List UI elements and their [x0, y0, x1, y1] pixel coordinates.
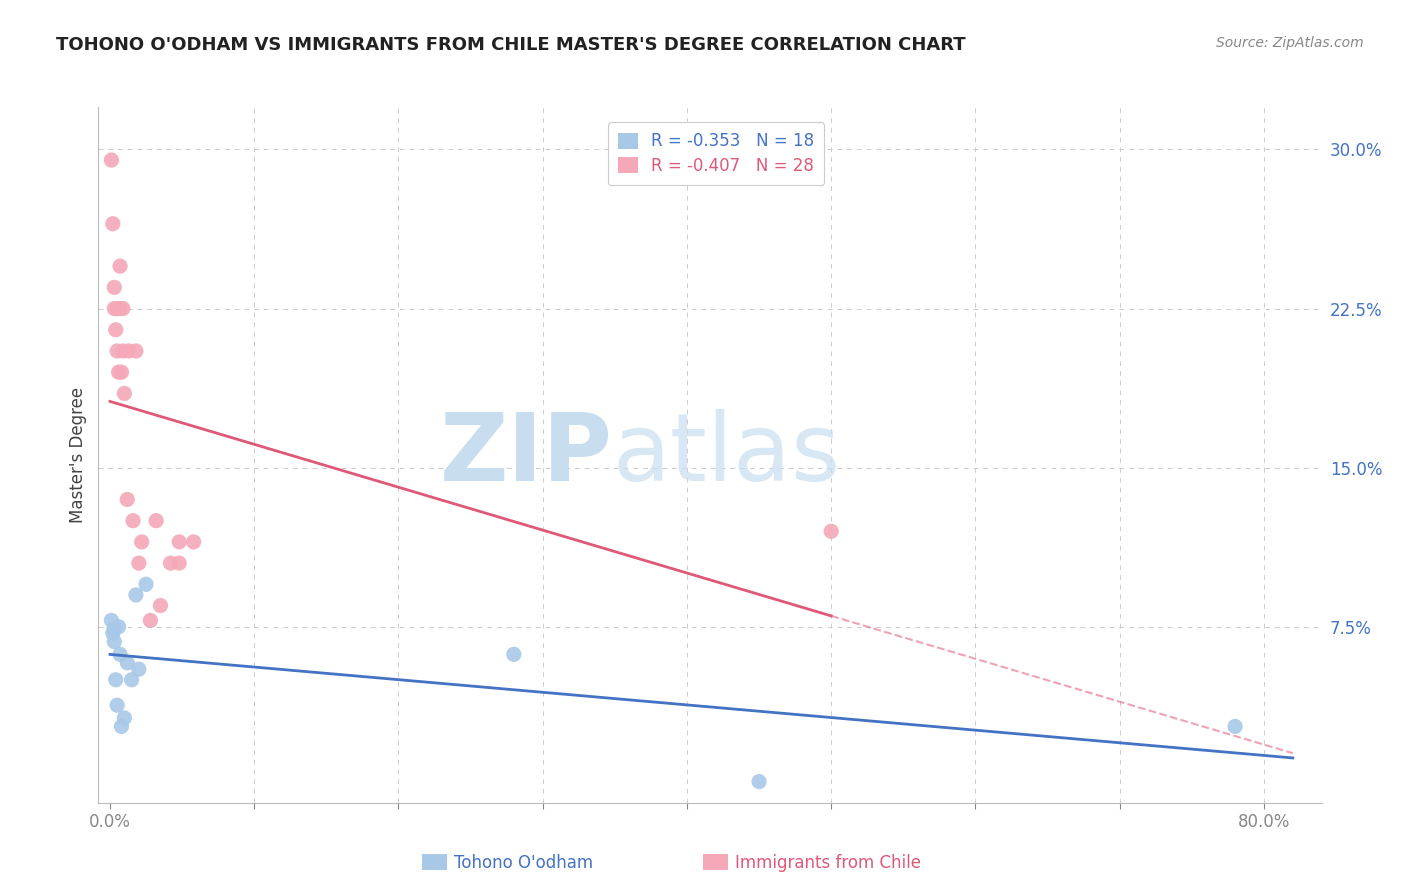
- Point: [139, 613, 162, 627]
- Point: [167, 534, 190, 549]
- Point: [103, 301, 125, 316]
- Point: [103, 622, 125, 636]
- Point: [159, 556, 181, 570]
- Point: [111, 343, 134, 358]
- Point: [108, 259, 131, 273]
- Point: [101, 217, 124, 231]
- Point: [103, 280, 125, 294]
- Text: Tohono O'odham: Tohono O'odham: [454, 854, 593, 871]
- Y-axis label: Master's Degree: Master's Degree: [69, 387, 87, 523]
- Point: [135, 577, 157, 591]
- Point: [112, 711, 135, 725]
- Point: [111, 301, 134, 316]
- Point: [145, 514, 167, 528]
- Point: [110, 365, 132, 379]
- Point: [117, 656, 139, 670]
- Point: [131, 534, 153, 549]
- Point: [1223, 719, 1246, 733]
- Point: [125, 343, 148, 358]
- Point: [117, 492, 139, 507]
- Point: [121, 673, 143, 687]
- Point: [183, 534, 205, 549]
- Point: [167, 556, 190, 570]
- Point: [149, 599, 172, 613]
- Point: [748, 774, 770, 789]
- Point: [820, 524, 842, 539]
- Point: [112, 386, 135, 401]
- Point: [108, 648, 131, 662]
- Point: [104, 673, 127, 687]
- Point: [128, 556, 150, 570]
- Text: Source: ZipAtlas.com: Source: ZipAtlas.com: [1216, 36, 1364, 50]
- Point: [502, 648, 524, 662]
- Text: Immigrants from Chile: Immigrants from Chile: [735, 854, 921, 871]
- Point: [110, 719, 132, 733]
- Point: [101, 626, 124, 640]
- Point: [105, 301, 128, 316]
- Point: [107, 365, 129, 379]
- Point: [107, 620, 129, 634]
- Point: [125, 588, 148, 602]
- Point: [118, 343, 141, 358]
- Point: [128, 662, 150, 676]
- Point: [105, 343, 128, 358]
- Text: TOHONO O'ODHAM VS IMMIGRANTS FROM CHILE MASTER'S DEGREE CORRELATION CHART: TOHONO O'ODHAM VS IMMIGRANTS FROM CHILE …: [56, 36, 966, 54]
- Point: [105, 698, 128, 713]
- Legend: R = -0.353   N = 18, R = -0.407   N = 28: R = -0.353 N = 18, R = -0.407 N = 28: [607, 122, 824, 185]
- Point: [100, 613, 122, 627]
- Point: [103, 634, 125, 648]
- Point: [108, 301, 131, 316]
- Text: atlas: atlas: [612, 409, 841, 501]
- Point: [104, 323, 127, 337]
- Point: [122, 514, 145, 528]
- Text: ZIP: ZIP: [439, 409, 612, 501]
- Point: [100, 153, 122, 167]
